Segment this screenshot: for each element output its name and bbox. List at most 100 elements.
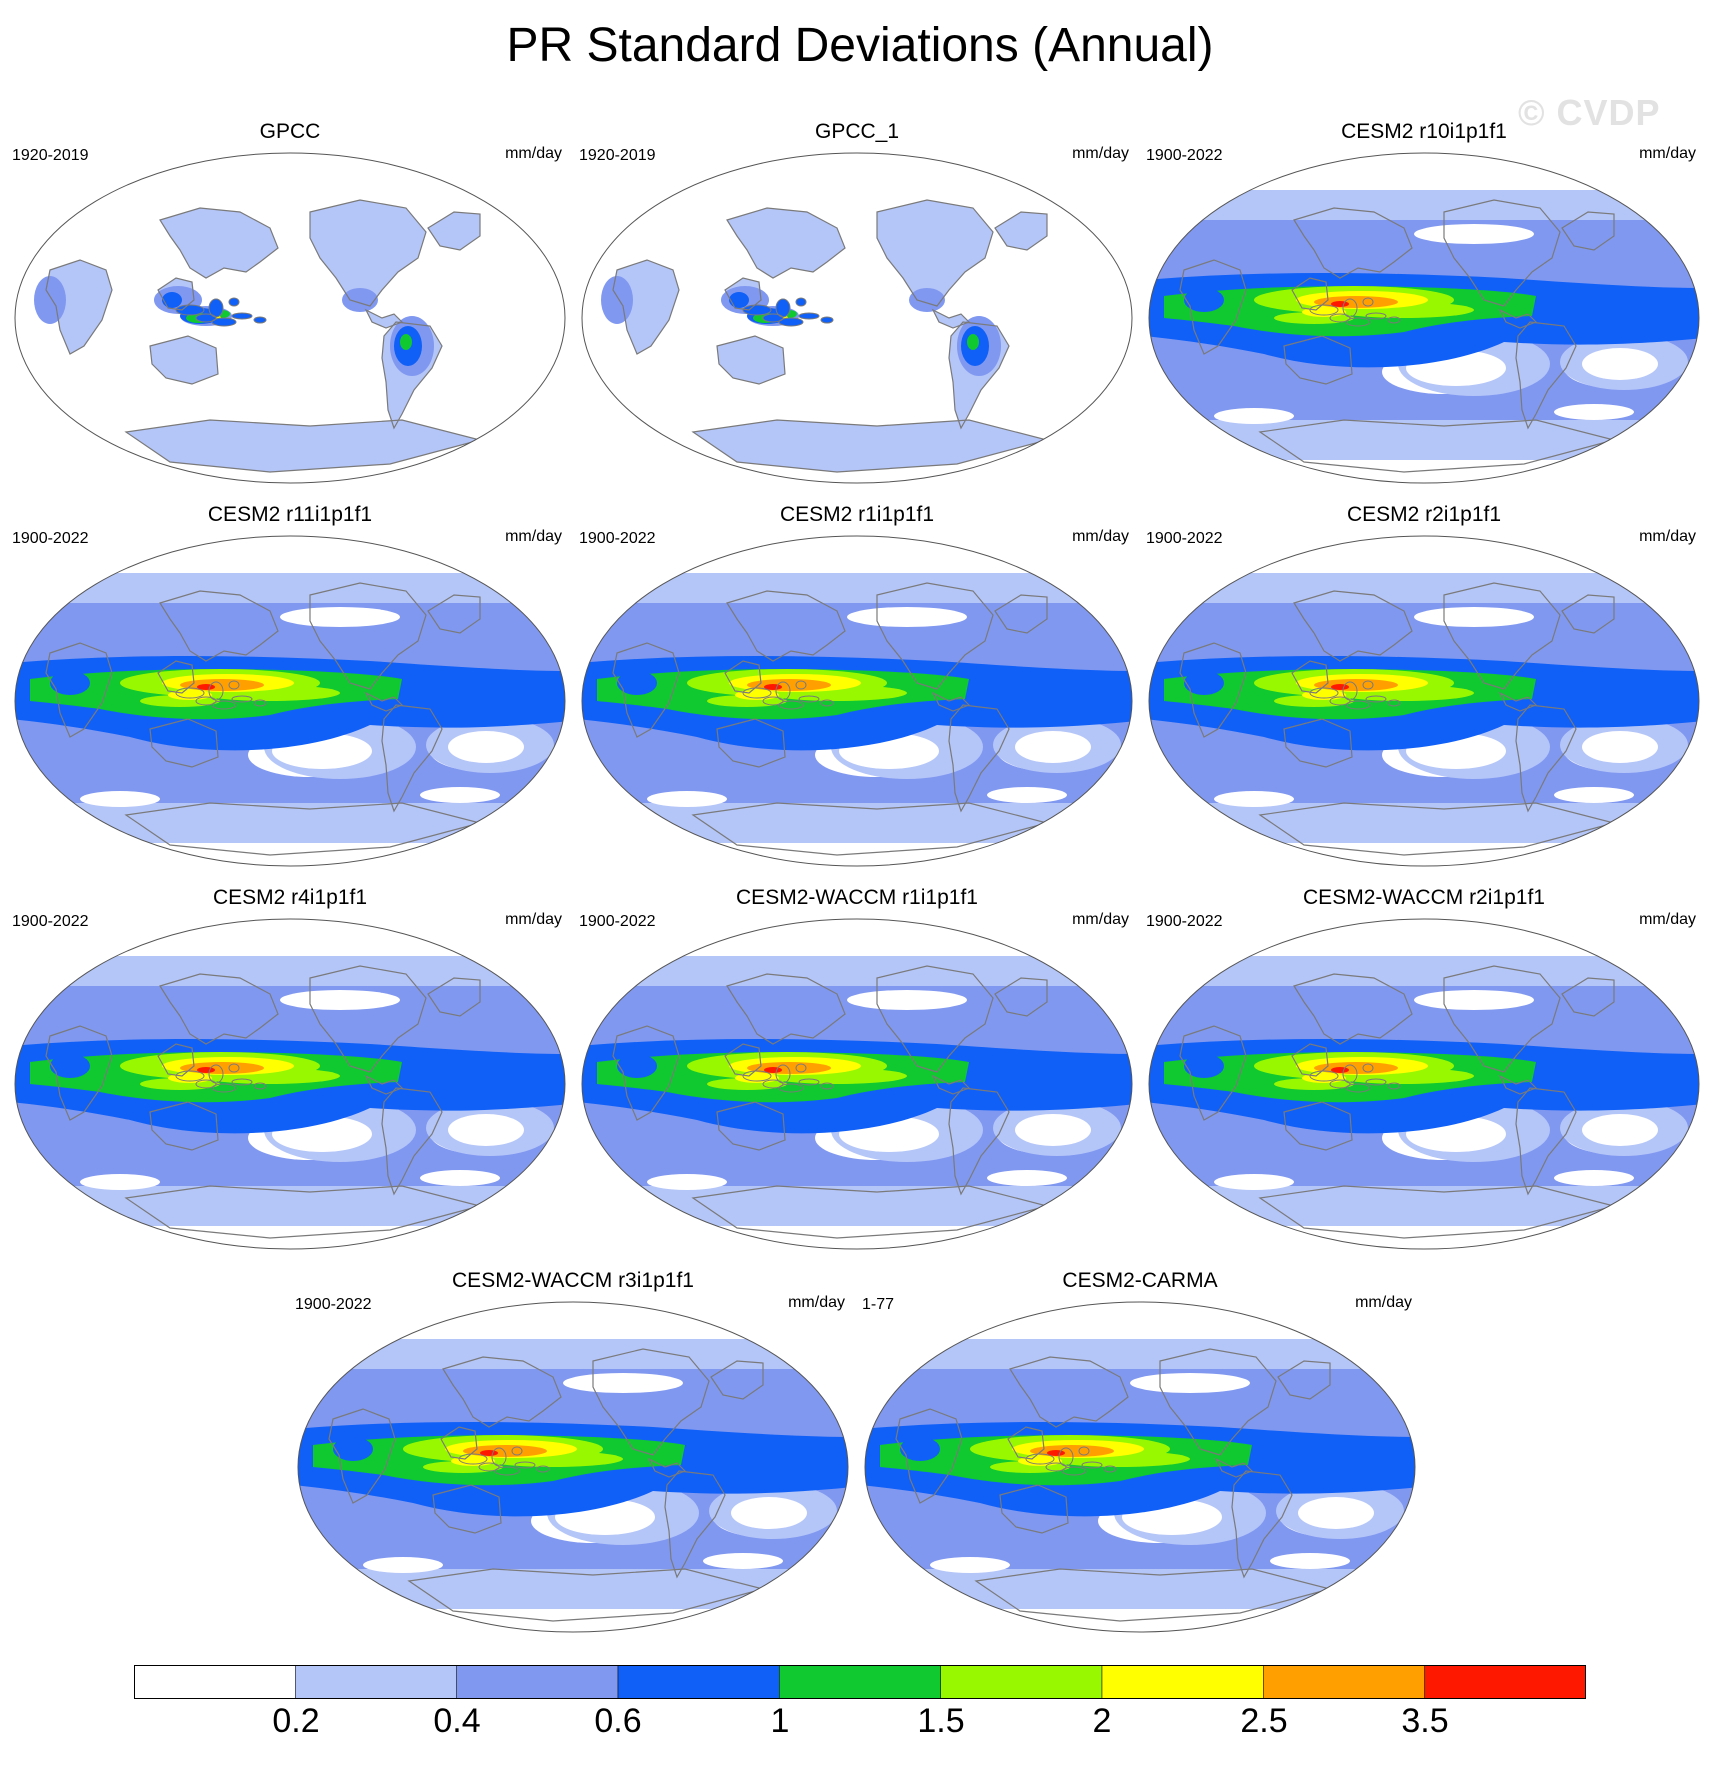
panel-units: mm/day [1355, 1294, 1412, 1311]
coastline [778, 700, 804, 710]
coastline [1365, 312, 1387, 320]
land-shade [613, 260, 679, 354]
coastline [726, 973, 846, 1045]
coastline [1045, 1462, 1067, 1472]
coastline [948, 1087, 1010, 1196]
panel-title: GPCC_1 [814, 120, 900, 143]
coastline [1345, 317, 1371, 327]
colorbar-swatch [779, 1665, 941, 1699]
land-shade [877, 200, 993, 306]
map-border [1148, 918, 1700, 1250]
coastline [1179, 642, 1247, 738]
land-shade [428, 212, 480, 250]
figure-title: PR Standard Deviations (Annual) [506, 19, 1214, 72]
coastline [948, 321, 1010, 430]
coastline [536, 1465, 550, 1473]
coastline [1291, 1043, 1329, 1077]
coastline [948, 704, 1010, 813]
panel-period: 1900-2022 [12, 913, 89, 930]
coastline [309, 965, 427, 1073]
map-panel: CESM2-WACCM r1i1p1f1 1900-2022 mm/day [577, 886, 1137, 1256]
coastline [1498, 1074, 1538, 1095]
coastline [795, 297, 807, 307]
map-border [297, 1301, 849, 1633]
coastline [994, 594, 1048, 634]
coastline [381, 704, 443, 813]
world-map [1148, 535, 1700, 867]
coastline [1443, 582, 1561, 690]
coastline [742, 304, 772, 316]
coastline [820, 316, 834, 324]
coastline [494, 1466, 520, 1476]
coastline [1329, 1079, 1351, 1089]
colorbar [134, 1665, 1586, 1699]
coastline [211, 1083, 237, 1093]
panel-units: mm/day [788, 1294, 845, 1311]
map-border [1148, 535, 1700, 867]
coastline [1345, 700, 1371, 710]
coastline [1179, 259, 1247, 355]
coastline [157, 277, 195, 311]
colorbar-label: 0.2 [272, 1702, 320, 1740]
coastline [999, 1484, 1069, 1534]
coastline [762, 313, 784, 323]
world-map [297, 1301, 849, 1633]
coastline [427, 594, 481, 634]
panel-title: CESM2-WACCM r2i1p1f1 [1303, 886, 1545, 909]
coastline [364, 691, 404, 712]
coastline [612, 259, 680, 355]
colorbar-swatch [940, 1665, 1103, 1699]
land-shade [310, 200, 426, 306]
coastline [716, 335, 786, 385]
coastline [1362, 1063, 1374, 1073]
world-map [581, 152, 1133, 484]
coastline [514, 1461, 536, 1469]
coastline [762, 1079, 784, 1089]
coastline [592, 1348, 710, 1456]
coastline [195, 1079, 217, 1089]
coastline [175, 687, 205, 699]
coastline [778, 1083, 804, 1093]
coastline [1081, 1461, 1103, 1469]
coastline [1365, 1078, 1387, 1086]
coastline [1387, 316, 1401, 324]
colorbar-swatch [1101, 1665, 1264, 1699]
map-panel: CESM2-WACCM r2i1p1f1 1900-2022 mm/day [1144, 886, 1704, 1256]
coastline [157, 1043, 195, 1077]
coastline [820, 1082, 834, 1090]
coastline [195, 313, 217, 323]
coastline [647, 1457, 687, 1478]
colorbar-label: 2 [1092, 1702, 1112, 1740]
coastline [159, 590, 279, 662]
panel-title: CESM2 r11i1p1f1 [207, 503, 373, 526]
coastline [1291, 277, 1329, 311]
coastline [798, 312, 820, 320]
coastline [778, 317, 804, 327]
coastline [491, 1447, 507, 1467]
coastline [381, 1087, 443, 1196]
coastline [775, 298, 791, 318]
coastline [228, 297, 240, 307]
coastline [1443, 199, 1561, 307]
coastline [1365, 695, 1387, 703]
coastline [175, 1070, 205, 1082]
coastline [612, 642, 680, 738]
coastline [1309, 1070, 1339, 1082]
panel-title: CESM2 r10i1p1f1 [1341, 120, 1507, 143]
panel-title: CESM2 r4i1p1f1 [212, 886, 368, 909]
coastline [1283, 1101, 1353, 1151]
map-border [864, 1301, 1416, 1633]
coastline [1291, 660, 1329, 694]
coastline [381, 321, 443, 430]
panel-period: 1900-2022 [579, 913, 656, 930]
coastline [1387, 699, 1401, 707]
coastline [775, 1064, 791, 1084]
coastline [1329, 313, 1351, 323]
coastline [1214, 1457, 1254, 1478]
world-map [581, 918, 1133, 1250]
map-panel: GPCC 1920-2019 mm/day [10, 120, 570, 490]
coastline [1342, 1064, 1358, 1084]
coastline [876, 582, 994, 690]
land-shade [46, 260, 112, 354]
coastline [1329, 696, 1351, 706]
